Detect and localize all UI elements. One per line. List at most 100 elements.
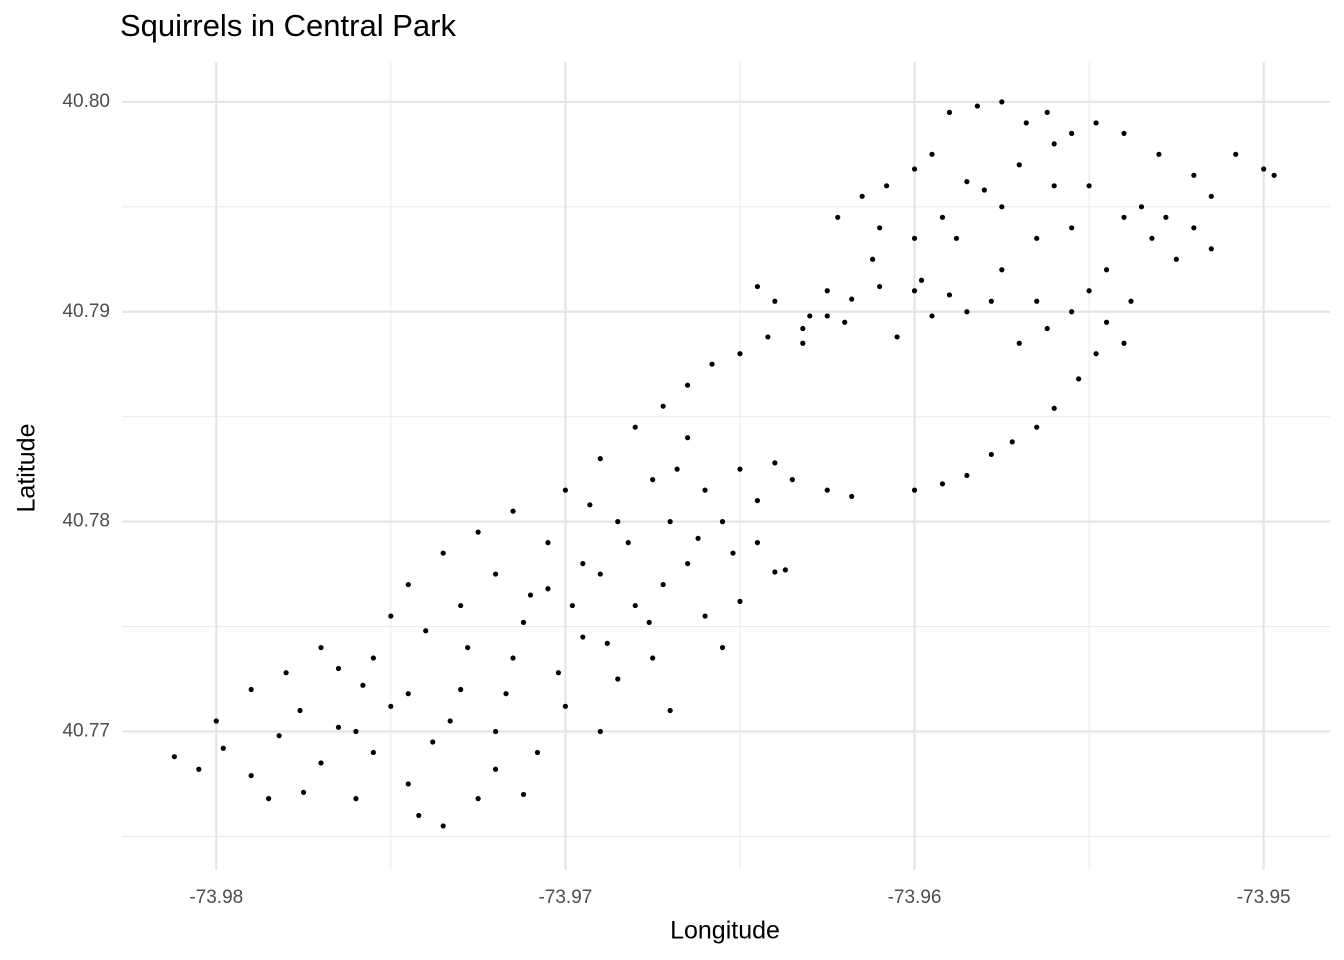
point	[447, 718, 453, 724]
point	[1173, 256, 1179, 262]
point	[1121, 130, 1127, 136]
point	[884, 183, 890, 189]
point	[929, 313, 935, 319]
point	[911, 166, 918, 172]
point	[824, 313, 830, 319]
point	[650, 477, 656, 483]
point	[300, 789, 307, 795]
point	[667, 707, 673, 714]
point	[1044, 325, 1050, 332]
point	[1051, 405, 1057, 411]
point	[370, 749, 376, 756]
point	[870, 256, 876, 262]
point	[580, 560, 586, 567]
point	[702, 613, 708, 619]
point	[1128, 298, 1134, 304]
y-tick-label: 40.79	[62, 301, 110, 322]
point	[1093, 120, 1099, 126]
y-tick-label: 40.77	[62, 721, 110, 742]
point	[248, 686, 254, 693]
point	[370, 655, 376, 661]
point	[276, 733, 282, 739]
point	[772, 569, 778, 575]
point	[625, 540, 631, 546]
point	[297, 707, 303, 714]
point	[800, 340, 806, 346]
point	[765, 334, 771, 340]
point	[1051, 183, 1057, 189]
point	[1138, 204, 1145, 210]
point	[1149, 235, 1155, 241]
chart-title: Squirrels in Central Park	[120, 8, 456, 43]
point	[353, 796, 359, 802]
point	[946, 109, 953, 115]
point	[475, 796, 481, 802]
x-tick-label: -73.98	[189, 887, 243, 908]
point	[318, 644, 324, 651]
point	[527, 592, 534, 598]
point	[171, 754, 177, 760]
y-tick-label: 40.80	[62, 91, 110, 112]
point	[562, 703, 568, 709]
point	[465, 644, 471, 651]
point	[510, 655, 516, 661]
point	[684, 560, 691, 567]
point	[772, 460, 778, 466]
point	[492, 728, 499, 735]
point	[684, 382, 691, 388]
point	[737, 466, 743, 472]
point	[604, 640, 610, 646]
point	[416, 812, 422, 819]
point	[520, 619, 527, 625]
point	[660, 403, 666, 409]
point	[1121, 214, 1127, 220]
x-axis-title: Longitude	[670, 917, 780, 945]
point	[974, 103, 980, 109]
point	[981, 187, 987, 193]
point	[929, 151, 935, 157]
point	[632, 602, 638, 609]
y-axis-title: Latitude	[13, 424, 41, 513]
point	[730, 550, 736, 556]
point	[318, 760, 324, 766]
point	[999, 204, 1005, 210]
point	[597, 728, 603, 735]
point	[835, 214, 841, 220]
point	[615, 519, 621, 525]
point	[335, 724, 342, 730]
point	[1034, 424, 1040, 430]
point	[1261, 166, 1267, 172]
point	[213, 718, 219, 724]
point	[1069, 309, 1075, 315]
y-tick-label: 40.78	[62, 511, 110, 532]
point	[423, 628, 429, 634]
point	[335, 665, 342, 672]
point	[911, 235, 918, 241]
point	[719, 519, 726, 525]
point	[569, 602, 575, 609]
point	[964, 179, 970, 185]
point	[684, 435, 691, 441]
point	[1034, 235, 1040, 241]
point	[510, 508, 516, 514]
point	[674, 466, 680, 472]
x-tick-label: -73.95	[1237, 887, 1291, 908]
point	[458, 686, 464, 693]
point	[1208, 246, 1214, 252]
point	[405, 581, 411, 588]
point	[353, 728, 359, 735]
point	[824, 288, 830, 294]
point	[580, 634, 586, 640]
point	[754, 498, 761, 504]
point	[1103, 267, 1110, 273]
point	[1076, 376, 1082, 382]
point	[754, 540, 761, 546]
point	[999, 99, 1005, 105]
point	[754, 283, 761, 290]
point	[646, 619, 652, 625]
point	[220, 745, 226, 751]
point	[440, 823, 446, 829]
point	[859, 193, 865, 199]
point	[1023, 120, 1029, 126]
